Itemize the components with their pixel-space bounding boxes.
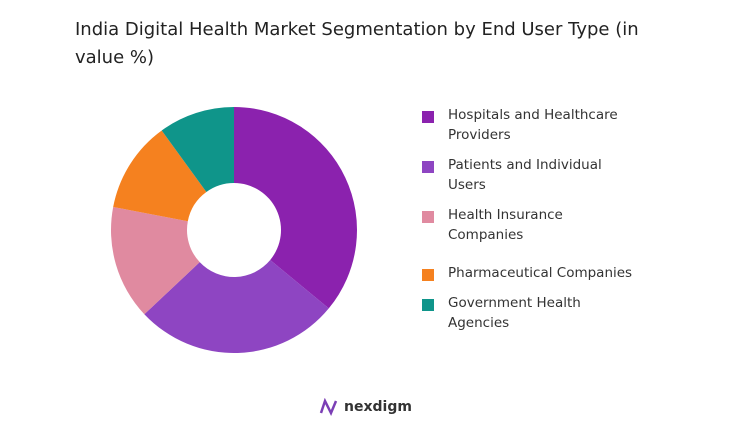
legend: Hospitals and Healthcare Providers Patien… (422, 105, 662, 333)
legend-label: Government Health Agencies (448, 295, 581, 331)
legend-item: Pharmaceutical Companies (422, 263, 662, 283)
legend-swatch (422, 161, 434, 173)
logo-icon (319, 397, 338, 417)
legend-label: Pharmaceutical Companies (448, 265, 633, 281)
donut-slice (234, 107, 357, 309)
legend-label: Health Insurance Companies (448, 207, 563, 243)
donut-slice (111, 206, 200, 315)
legend-label: Patients and Individual Users (448, 157, 602, 193)
chart (111, 107, 357, 353)
brand-logo: nexdigm (318, 397, 412, 417)
brand-name: nexdigm (344, 399, 412, 415)
legend-item: Patients and Individual Users (422, 155, 662, 195)
donut-slice (161, 107, 234, 192)
legend-swatch (422, 299, 434, 311)
legend-item: Health Insurance Companies (422, 205, 662, 245)
chart-title: India Digital Health Market Segmentation… (75, 19, 639, 68)
legend-swatch (422, 269, 434, 281)
legend-item: Hospitals and Healthcare Providers (422, 105, 662, 145)
legend-item: Government Health Agencies (422, 293, 662, 333)
legend-label: Hospitals and Healthcare Providers (448, 107, 618, 143)
donut-slice (144, 259, 329, 353)
donut-slice (113, 130, 207, 222)
legend-swatch (422, 111, 434, 123)
legend-swatch (422, 211, 434, 223)
